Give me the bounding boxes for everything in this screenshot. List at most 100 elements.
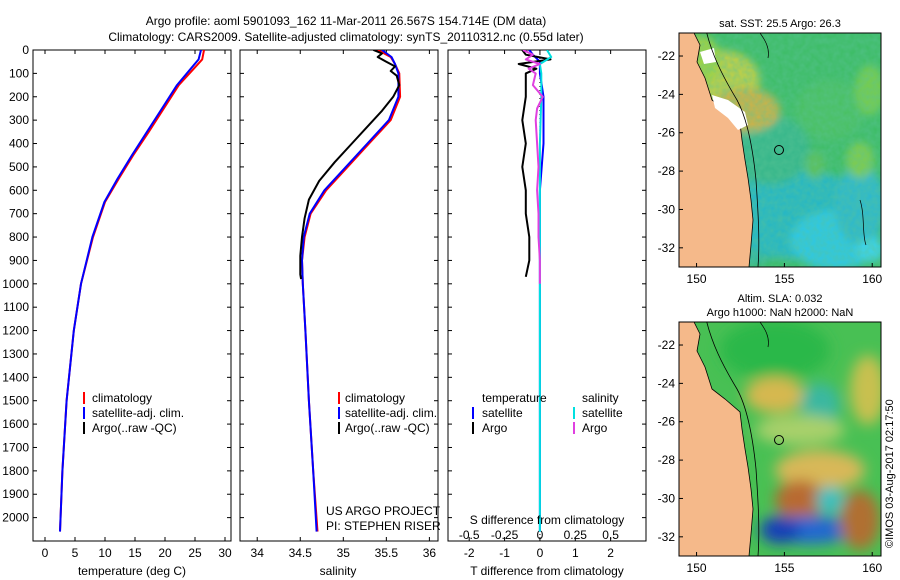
project-credit: US ARGO PROJECT <box>326 504 441 518</box>
x-tick-label-top: 0.5 <box>602 528 619 542</box>
map-x-tick-label: 155 <box>774 272 794 286</box>
legend-label: satellite-adj. clim. <box>92 406 184 420</box>
temperature-panel <box>32 49 232 542</box>
difference-xlabel-top: S difference from climatology <box>470 513 625 527</box>
y-tick-label: 300 <box>9 113 29 127</box>
legend-label: Argo(..raw -QC) <box>92 421 177 435</box>
y-tick-label: 600 <box>9 183 29 197</box>
argo-position-marker <box>774 145 784 155</box>
salinity-legend: climatology satellite-adj. clim. Argo(..… <box>338 391 437 435</box>
y-tick-label: 0 <box>22 43 29 57</box>
x-tick-label: 34.5 <box>289 546 313 560</box>
series-line-satellite-adj-clim- <box>301 50 400 532</box>
map-x-tick-label: 160 <box>862 272 882 286</box>
map-y-tick-label: -24 <box>658 87 676 101</box>
series-line-s-satellite <box>538 50 553 532</box>
pi-credit: PI: STEPHEN RISER <box>326 519 441 533</box>
difference-xlabel: T difference from climatology <box>470 564 624 578</box>
series-line-satellite-adj-clim- <box>59 50 202 532</box>
y-tick-label: 1100 <box>3 300 29 314</box>
x-tick-label-top: -0.25 <box>491 528 519 542</box>
legend-label: Argo <box>582 421 608 435</box>
y-tick-label: 1900 <box>2 487 29 501</box>
x-tick-label: 10 <box>98 546 112 560</box>
x-tick-label: 0 <box>537 546 544 560</box>
difference-series <box>517 50 553 541</box>
y-tick-label: 2000 <box>2 511 29 525</box>
series-line-s-argo <box>522 50 544 284</box>
y-tick-label: 900 <box>9 253 29 267</box>
map-y-tick-label: -30 <box>658 491 676 505</box>
x-tick-label: 20 <box>158 546 172 560</box>
temperature-legend: climatology satellite-adj. clim. Argo(..… <box>83 391 184 435</box>
map-y-tick-label: -28 <box>658 164 676 178</box>
y-tick-label: 1700 <box>2 440 29 454</box>
map-y-tick-label: -32 <box>658 530 676 544</box>
y-tick-label: 400 <box>9 137 29 151</box>
legend-header-salinity: salinity <box>582 391 619 405</box>
imos-credit: ©IMOS 03-Aug-2017 02:17:50 <box>884 399 896 548</box>
map-y-tick-label: -30 <box>658 202 676 216</box>
y-tick-label: 1200 <box>2 324 29 338</box>
map-y-tick-label: -26 <box>658 126 676 140</box>
y-tick-label: 700 <box>9 207 29 221</box>
y-tick-label: 1000 <box>2 277 29 291</box>
y-tick-label: 100 <box>9 66 29 80</box>
map-y-tick-label: -26 <box>658 415 676 429</box>
map-y-tick-label: -32 <box>658 241 676 255</box>
legend-label: climatology <box>92 391 152 405</box>
sst-map-ticks: 150 155 160 -22 -24 -26 -28 -30 -32 <box>658 49 883 286</box>
map-x-tick-label: 150 <box>687 272 707 286</box>
sla-map-title-1: Altim. SLA: 0.032 <box>738 293 823 305</box>
legend-label: climatology <box>345 391 405 405</box>
y-tick-label: 500 <box>9 160 29 174</box>
temperature-xlabel: temperature (deg C) <box>78 564 186 578</box>
x-tick-label: 2 <box>607 546 614 560</box>
sla-map <box>679 322 881 556</box>
map-x-tick-label: 150 <box>687 561 707 575</box>
sst-map <box>679 33 881 267</box>
sst-map-title: sat. SST: 25.5 Argo: 26.3 <box>719 18 841 30</box>
salinity-xlabel: salinity <box>320 564 357 578</box>
x-tick-label: 36 <box>423 546 437 560</box>
map-x-tick-label: 160 <box>862 561 882 575</box>
map-y-tick-label: -28 <box>658 453 676 467</box>
x-tick-label: -2 <box>464 546 475 560</box>
y-tick-label: 200 <box>9 90 29 104</box>
series-line-t-argo <box>517 50 552 278</box>
x-tick-label: 35.5 <box>375 546 399 560</box>
x-tick-label: 15 <box>128 546 142 560</box>
difference-legend: temperature salinity satellite Argo sate… <box>472 391 623 435</box>
sla-map-title-2: Argo h1000: NaN h2000: NaN <box>707 307 854 319</box>
legend-label: Argo(..raw -QC) <box>345 421 430 435</box>
salinity-panel <box>239 49 439 542</box>
x-tick-label-top: 0.25 <box>564 528 588 542</box>
difference-panel <box>447 49 647 542</box>
legend-label: Argo <box>482 421 508 435</box>
x-tick-label: 1 <box>572 546 579 560</box>
x-tick-label-top: -0.5 <box>459 528 480 542</box>
sla-map-ticks: 150 155 160 -22 -24 -26 -28 -30 -32 <box>658 338 883 575</box>
salinity-series <box>299 50 402 532</box>
x-tick-label: 5 <box>72 546 79 560</box>
x-tick-label: -1 <box>499 546 510 560</box>
y-tick-label: 1300 <box>2 347 29 361</box>
title-line2: Climatology: CARS2009. Satellite-adjuste… <box>108 30 583 44</box>
map-y-tick-label: -22 <box>658 49 676 63</box>
map-y-tick-label: -22 <box>658 338 676 352</box>
y-tick-label: 1800 <box>2 464 29 478</box>
legend-header-temperature: temperature <box>482 391 547 405</box>
title-line1: Argo profile: aoml 5901093_162 11-Mar-20… <box>146 14 546 28</box>
legend-label: satellite <box>582 406 623 420</box>
x-tick-label: 0 <box>42 546 49 560</box>
x-tick-label: 25 <box>188 546 202 560</box>
y-tick-label: 1500 <box>2 394 29 408</box>
map-x-tick-label: 155 <box>774 561 794 575</box>
legend-label: satellite-adj. clim. <box>345 406 437 420</box>
y-tick-label: 800 <box>9 230 29 244</box>
y-tick-label: 1600 <box>2 417 29 431</box>
legend-label: satellite <box>482 406 523 420</box>
series-line-argo <box>299 50 401 280</box>
argo-position-marker <box>774 435 784 445</box>
